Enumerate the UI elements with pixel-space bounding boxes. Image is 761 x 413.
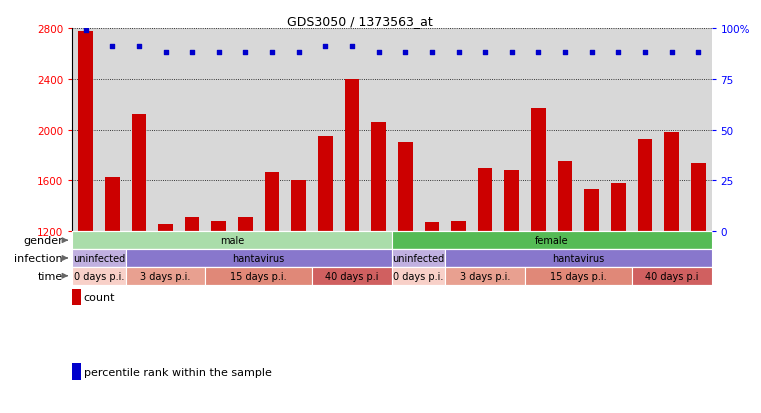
Bar [312,267,392,285]
Point [559,50,571,57]
Bar [392,267,445,285]
Point [80,28,92,34]
Bar [205,267,312,285]
Bar [126,249,392,267]
Bar [212,222,226,232]
Bar [398,143,412,232]
Text: uninfected: uninfected [393,253,444,263]
Point [666,50,678,57]
Text: count: count [84,292,115,302]
Point [240,50,252,57]
Point [266,50,279,57]
Point [320,44,332,50]
Bar [478,169,492,232]
Bar [638,139,652,232]
Text: 40 days p.i: 40 days p.i [325,271,379,281]
Point [133,44,145,50]
Point [346,44,358,50]
Text: hantavirus: hantavirus [233,253,285,263]
Text: 40 days p.i: 40 days p.i [645,271,699,281]
Point [693,50,705,57]
Bar [558,162,572,232]
Text: percentile rank within the sample: percentile rank within the sample [84,367,272,377]
Point [586,50,598,57]
Bar [505,171,519,232]
Bar [425,223,439,232]
Bar [445,249,712,267]
Text: 3 days p.i.: 3 days p.i. [460,271,511,281]
Bar [185,218,199,232]
Text: gender: gender [23,235,62,246]
Point [213,50,225,57]
Text: 15 days p.i.: 15 days p.i. [550,271,607,281]
Bar [371,123,386,232]
Point [186,50,199,57]
Text: hantavirus: hantavirus [552,253,604,263]
Point [639,50,651,57]
Point [400,50,412,57]
Point [453,50,465,57]
Bar [451,222,466,232]
Bar [132,115,146,232]
Point [506,50,518,57]
Bar [72,232,392,249]
Point [293,50,305,57]
Bar [392,249,445,267]
Point [160,50,172,57]
Bar [291,181,306,232]
Text: female: female [535,235,568,246]
Bar [345,80,359,232]
Bar [392,232,712,249]
Point [373,50,385,57]
Text: 3 days p.i.: 3 days p.i. [140,271,191,281]
Text: 0 days p.i.: 0 days p.i. [74,271,124,281]
Bar [72,267,126,285]
Point [107,44,119,50]
Bar [105,177,119,232]
Text: time: time [37,271,62,281]
Text: infection: infection [14,253,62,263]
Point [612,50,624,57]
Text: 15 days p.i.: 15 days p.i. [231,271,287,281]
Bar [611,183,626,232]
Bar [78,31,93,232]
Bar [158,224,173,232]
Bar [445,267,525,285]
Text: uninfected: uninfected [73,253,125,263]
Bar [238,218,253,232]
Text: 0 days p.i.: 0 days p.i. [393,271,444,281]
Bar [691,163,705,232]
Bar [265,172,279,232]
Bar [126,267,205,285]
Bar [525,267,632,285]
Bar [531,109,546,232]
Title: GDS3050 / 1373563_at: GDS3050 / 1373563_at [287,15,433,28]
Bar [584,190,599,232]
Bar [72,249,126,267]
Bar [318,137,333,232]
Bar [664,133,679,232]
Point [479,50,492,57]
Text: male: male [220,235,244,246]
Bar [632,267,712,285]
Point [533,50,545,57]
Point [426,50,438,57]
